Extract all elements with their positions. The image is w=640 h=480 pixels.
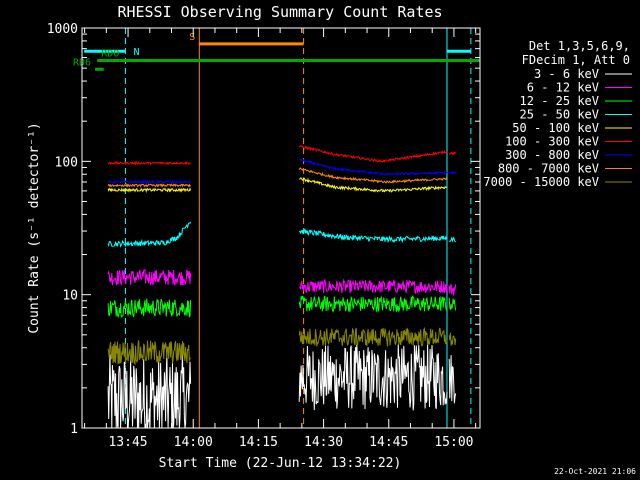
series-line-2-2 [448, 297, 457, 311]
series-line-2-0 [107, 298, 192, 319]
x-axis-ticks: 13:45 14:00 14:15 14:30 14:45 15:00 [84, 28, 477, 450]
legend-header-line1: Det 1,3,5,6,9, [529, 39, 630, 53]
y-axis-ticks: 1 10 100 1000 [47, 22, 480, 437]
x-tick-label-4: 14:45 [369, 435, 408, 450]
legend-label-4: 50 - 100 keV [512, 121, 599, 135]
y-axis-label: Count Rate (s⁻¹ detector⁻¹) [27, 122, 42, 333]
series-line-0-0 [107, 354, 192, 429]
series-line-8-2 [448, 332, 457, 346]
series-line-6-0 [107, 179, 191, 185]
series-line-3-0 [107, 221, 192, 248]
y-tick-label-0: 1 [70, 422, 78, 437]
series-line-8-1 [298, 326, 448, 347]
series-line-6-2 [448, 170, 457, 176]
flag-label-3: RDO [101, 49, 119, 60]
flag-label-0: N [133, 47, 139, 58]
series-line-3-2 [448, 237, 457, 243]
x-tick-label-0: 13:45 [108, 435, 147, 450]
generation-timestamp: 22-Oct-2021 21:06 [554, 467, 636, 476]
series-line-0-2 [448, 355, 457, 404]
series-line-5-1 [298, 145, 448, 164]
legend-label-5: 100 - 300 keV [505, 135, 599, 149]
legend-label-1: 6 - 12 keV [527, 81, 599, 95]
y-tick-label-1: 10 [62, 289, 78, 304]
x-tick-label-5: 15:00 [434, 435, 473, 450]
legend-label-7: 800 - 7000 keV [498, 162, 599, 176]
y-tick-label-3: 1000 [47, 22, 78, 37]
legend-label-6: 300 - 800 keV [505, 148, 599, 162]
legend-label-0: 3 - 6 keV [534, 67, 599, 81]
legend-label-3: 25 - 50 keV [520, 108, 599, 122]
flag-label-2: S [189, 32, 195, 43]
series-line-8-0 [107, 340, 191, 366]
series-line-4-0 [107, 187, 192, 194]
series-line-3-1 [298, 228, 448, 244]
y-tick-label-2: 100 [55, 155, 78, 170]
series-line-7-1 [298, 167, 448, 184]
series-line-5-0 [107, 160, 191, 166]
x-tick-label-1: 14:00 [174, 435, 213, 450]
x-axis-label: Start Time (22-Jun-12 13:34:22) [159, 456, 402, 471]
chart-title: RHESSI Observing Summary Count Rates [117, 3, 442, 21]
series-line-1-1 [299, 278, 448, 294]
legend-label-8: 7000 - 15000 keV [483, 175, 599, 189]
legend: Det 1,3,5,6,9, FDecim 1, Att 0 3 - 6 keV… [483, 39, 632, 189]
x-tick-label-2: 14:15 [239, 435, 278, 450]
plot-frame [81, 27, 481, 429]
series-line-1-0 [107, 269, 192, 287]
series-line-1-2 [448, 283, 457, 296]
series-line-2-1 [298, 295, 448, 313]
legend-header-line2: FDecim 1, Att 0 [522, 53, 630, 67]
series-line-6-1 [298, 158, 448, 177]
series-line-5-2 [448, 151, 457, 156]
plot-area [107, 28, 472, 429]
series-line-0-1 [298, 344, 448, 411]
series-line-4-1 [299, 177, 448, 193]
x-tick-label-3: 14:30 [304, 435, 343, 450]
series-line-7-0 [107, 182, 191, 188]
legend-label-2: 12 - 25 keV [520, 94, 599, 108]
